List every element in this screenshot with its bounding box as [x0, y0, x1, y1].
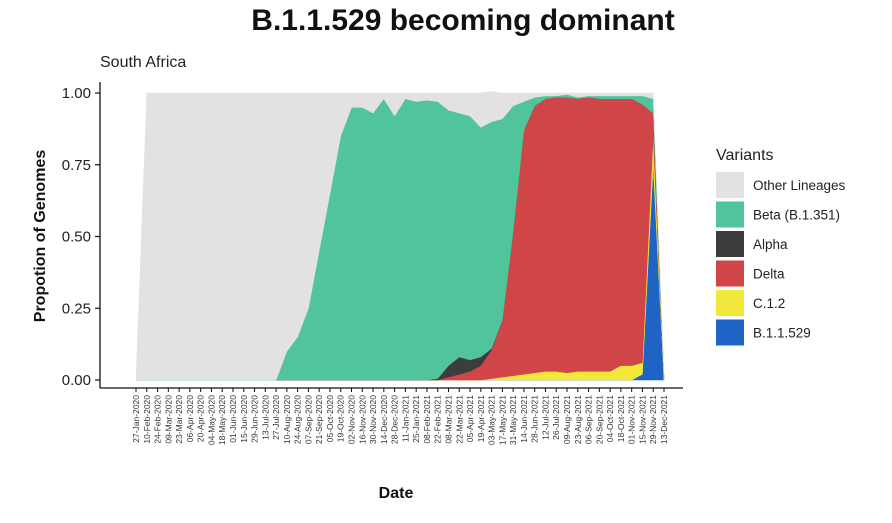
x-tick-label: 17-May-2021	[497, 395, 507, 445]
x-axis-ticks: 27-Jan-2020 10-Feb-2020 24-Feb-2020 09-Mar-…	[131, 388, 669, 445]
x-tick-label: 14-Jun-2021	[519, 395, 529, 443]
legend-label: Beta (B.1.351)	[753, 208, 840, 223]
x-tick-label: 27-Jan-2020	[131, 395, 141, 443]
legend-label: C.1.2	[753, 296, 785, 311]
x-tick-label: 29-Nov-2021	[648, 395, 658, 444]
x-tick-label: 18-Oct-2021	[616, 395, 626, 443]
x-tick-label: 15-Jun-2020	[239, 395, 249, 443]
x-tick-label: 24-Feb-2020	[153, 395, 163, 444]
x-tick-label: 12-Jul-2021	[541, 395, 551, 440]
x-tick-label: 05-Apr-2021	[465, 395, 475, 443]
x-tick-label: 14-Dec-2020	[379, 395, 389, 444]
y-tick-label: 0.25	[62, 300, 91, 317]
legend: Variants Other Lineages Beta (B.1.351) Alp…	[716, 147, 846, 346]
legend-label: Alpha	[753, 237, 788, 252]
x-tick-label: 28-Dec-2020	[390, 395, 400, 444]
legend-label: Other Lineages	[753, 178, 846, 193]
legend-swatch	[716, 172, 744, 198]
x-tick-label: 20-Apr-2020	[196, 395, 206, 443]
x-tick-label: 23-Aug-2021	[573, 395, 583, 444]
x-tick-label: 15-Nov-2021	[637, 395, 647, 444]
x-tick-label: 24-Aug-2020	[293, 395, 303, 444]
y-tick-label: 0.50	[62, 229, 91, 246]
x-tick-label: 04-May-2020	[206, 395, 216, 445]
area-other-lineages	[135, 91, 665, 381]
x-tick-label: 09-Mar-2020	[163, 395, 173, 444]
x-tick-label: 01-Jun-2020	[228, 395, 238, 443]
x-tick-label: 27-Jul-2020	[271, 395, 281, 440]
x-tick-label: 21-Sep-2020	[314, 395, 324, 444]
x-tick-label: 10-Aug-2020	[282, 395, 292, 444]
x-tick-label: 05-Oct-2020	[325, 395, 335, 443]
y-axis-ticks: 0.00 0.25 0.50 0.75 1.00	[62, 85, 100, 389]
x-tick-label: 06-Apr-2020	[185, 395, 195, 443]
y-tick-label: 0.00	[62, 372, 91, 389]
chart-title: B.1.1.529 becoming dominant	[251, 4, 674, 37]
x-tick-label: 18-May-2020	[217, 395, 227, 445]
stacked-areas	[135, 91, 665, 381]
x-tick-label: 08-Mar-2021	[444, 395, 454, 444]
legend-swatch	[716, 201, 744, 228]
axes	[99, 82, 683, 389]
x-tick-label: 30-Nov-2020	[368, 395, 378, 444]
legend-title: Variants	[716, 147, 774, 164]
y-axis-label: Propotion of Genomes	[32, 150, 49, 323]
x-tick-label: 02-Nov-2020	[347, 395, 357, 444]
x-tick-label: 22-Feb-2021	[433, 395, 443, 444]
x-axis-label: Date	[379, 485, 414, 502]
x-tick-label: 13-Jul-2020	[260, 395, 270, 440]
x-tick-label: 25-Jan-2021	[411, 395, 421, 443]
x-tick-label: 03-May-2021	[487, 395, 497, 445]
x-tick-label: 20-Sep-2021	[594, 395, 604, 444]
legend-swatch	[716, 290, 744, 316]
x-tick-label: 16-Nov-2020	[357, 395, 367, 444]
x-tick-label: 31-May-2021	[508, 395, 518, 445]
x-tick-label: 08-Feb-2021	[422, 395, 432, 444]
x-tick-label: 07-Sep-2020	[303, 395, 313, 444]
legend-label: Delta	[753, 267, 785, 282]
x-tick-label: 19-Oct-2020	[336, 395, 346, 443]
legend-swatch	[716, 260, 744, 287]
legend-swatch	[716, 319, 744, 346]
x-tick-label: 26-Jul-2021	[551, 395, 561, 440]
x-tick-label: 09-Aug-2021	[562, 395, 572, 444]
x-tick-label: 23-Mar-2020	[174, 395, 184, 444]
x-tick-label: 22-Mar-2021	[454, 395, 464, 444]
x-tick-label: 11-Jan-2021	[400, 395, 410, 442]
x-tick-label: 29-Jun-2020	[250, 395, 260, 443]
legend-label: B.1.1.529	[753, 326, 811, 341]
chart-subtitle: South Africa	[100, 54, 186, 71]
x-tick-label: 10-Feb-2020	[142, 395, 152, 444]
x-tick-label: 28-Jun-2021	[530, 395, 540, 443]
x-tick-label: 19-Apr-2021	[476, 395, 486, 443]
legend-swatch	[716, 231, 744, 257]
y-tick-label: 1.00	[62, 85, 91, 102]
x-tick-label: 06-Sep-2021	[584, 395, 594, 444]
x-tick-label: 04-Oct-2021	[605, 395, 615, 443]
y-tick-label: 0.75	[62, 157, 91, 174]
x-tick-label: 13-Dec-2021	[659, 395, 669, 444]
x-tick-label: 01-Nov-2021	[627, 395, 637, 444]
